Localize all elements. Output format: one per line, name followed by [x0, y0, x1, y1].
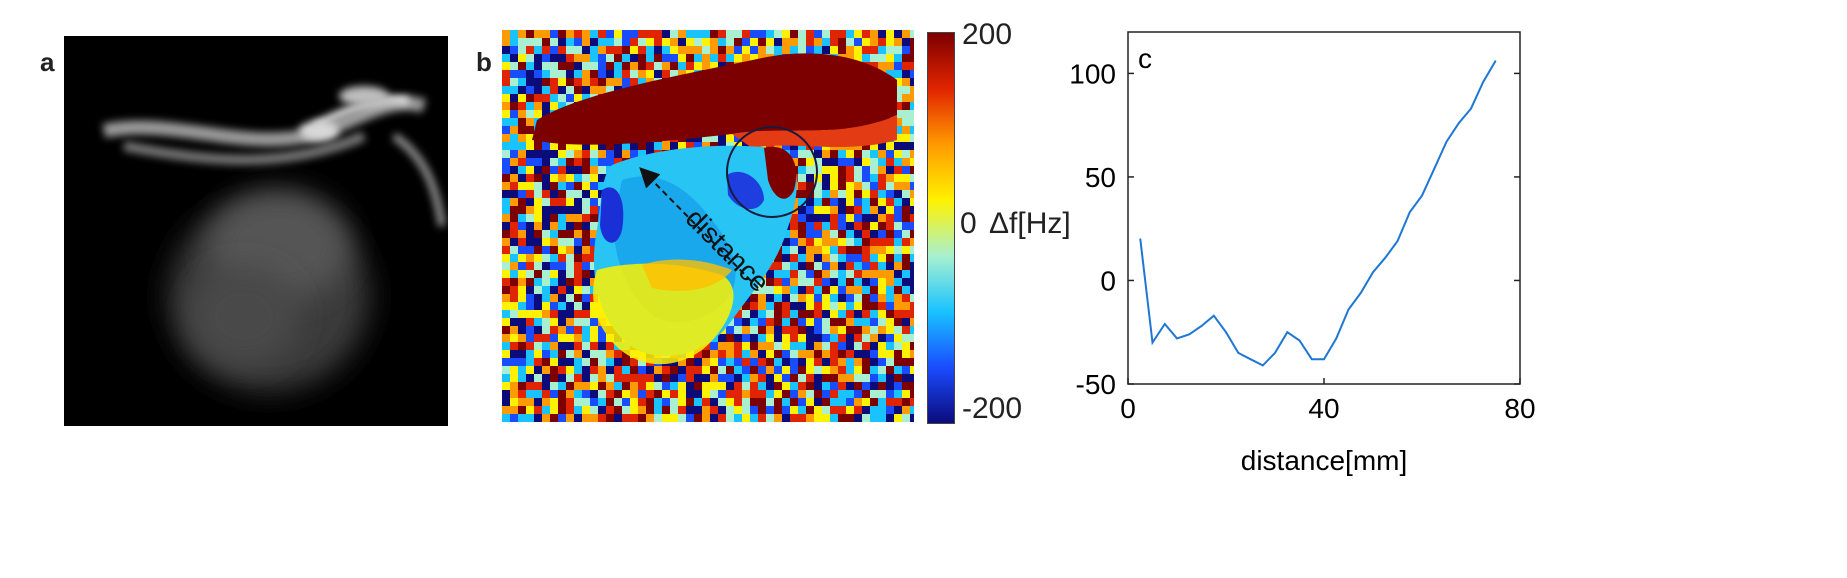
data-point — [1176, 337, 1178, 340]
data-point — [1421, 194, 1423, 197]
x-tick-label: 40 — [1308, 393, 1339, 424]
red-spot-region — [764, 146, 797, 199]
data-point — [1310, 358, 1313, 360]
data-point — [1261, 364, 1264, 367]
grayscale-mri-image — [64, 36, 448, 426]
data-point — [1408, 211, 1411, 213]
y-tick-label: -50 — [1076, 369, 1116, 400]
data-point — [1237, 352, 1240, 354]
colorbar-max-label: 200 — [962, 18, 1013, 51]
data-point — [1396, 240, 1399, 242]
data-point — [1163, 323, 1166, 325]
data-point — [1384, 256, 1387, 259]
data-point — [1139, 238, 1142, 240]
data-point — [1286, 331, 1289, 334]
data-point — [1212, 314, 1215, 317]
data-point — [1200, 325, 1203, 327]
data-point — [1249, 358, 1252, 360]
blue-edge-region — [600, 187, 624, 243]
series-line — [1139, 60, 1497, 367]
panel-b-label: b — [476, 47, 492, 77]
red-edge-region — [732, 115, 897, 148]
data-point — [1372, 271, 1374, 273]
y-tick-label: 50 — [1085, 162, 1116, 193]
colorbar-mid-label: 0 — [960, 207, 977, 240]
data-point — [1151, 341, 1154, 344]
data-point — [1225, 331, 1227, 334]
region-circle — [726, 126, 818, 218]
data-point — [1494, 60, 1497, 62]
data-point — [1323, 358, 1325, 360]
colorbar — [927, 32, 955, 424]
colorbar-unit-label: Δf[Hz] — [989, 207, 1071, 240]
distance-arrow — [639, 167, 759, 289]
plot-frame — [1127, 31, 1521, 385]
colorbar-min-label: -200 — [962, 392, 1023, 425]
data-point — [1457, 122, 1460, 124]
orange-region — [642, 259, 732, 291]
data-point — [1274, 352, 1276, 354]
data-point — [1298, 339, 1301, 342]
data-point — [1347, 308, 1350, 311]
y-tick-label: 100 — [1069, 58, 1116, 89]
x-axis-label: distance[mm] — [1241, 445, 1408, 476]
x-tick-label: 0 — [1120, 393, 1136, 424]
dark-red-region — [532, 53, 897, 145]
data-point — [1433, 167, 1436, 170]
frequency-offset-map: distance — [502, 30, 914, 422]
x-tick-label: 80 — [1504, 393, 1535, 424]
data-point — [1482, 80, 1485, 83]
panel-a-label: a — [40, 47, 55, 77]
data-point — [1470, 107, 1472, 110]
data-point — [1445, 140, 1448, 143]
y-tick-label: 0 — [1100, 265, 1116, 296]
data-point — [1335, 337, 1338, 340]
data-point — [1188, 333, 1191, 336]
data-point — [1359, 292, 1362, 294]
panel-c-label: c — [1138, 43, 1152, 74]
